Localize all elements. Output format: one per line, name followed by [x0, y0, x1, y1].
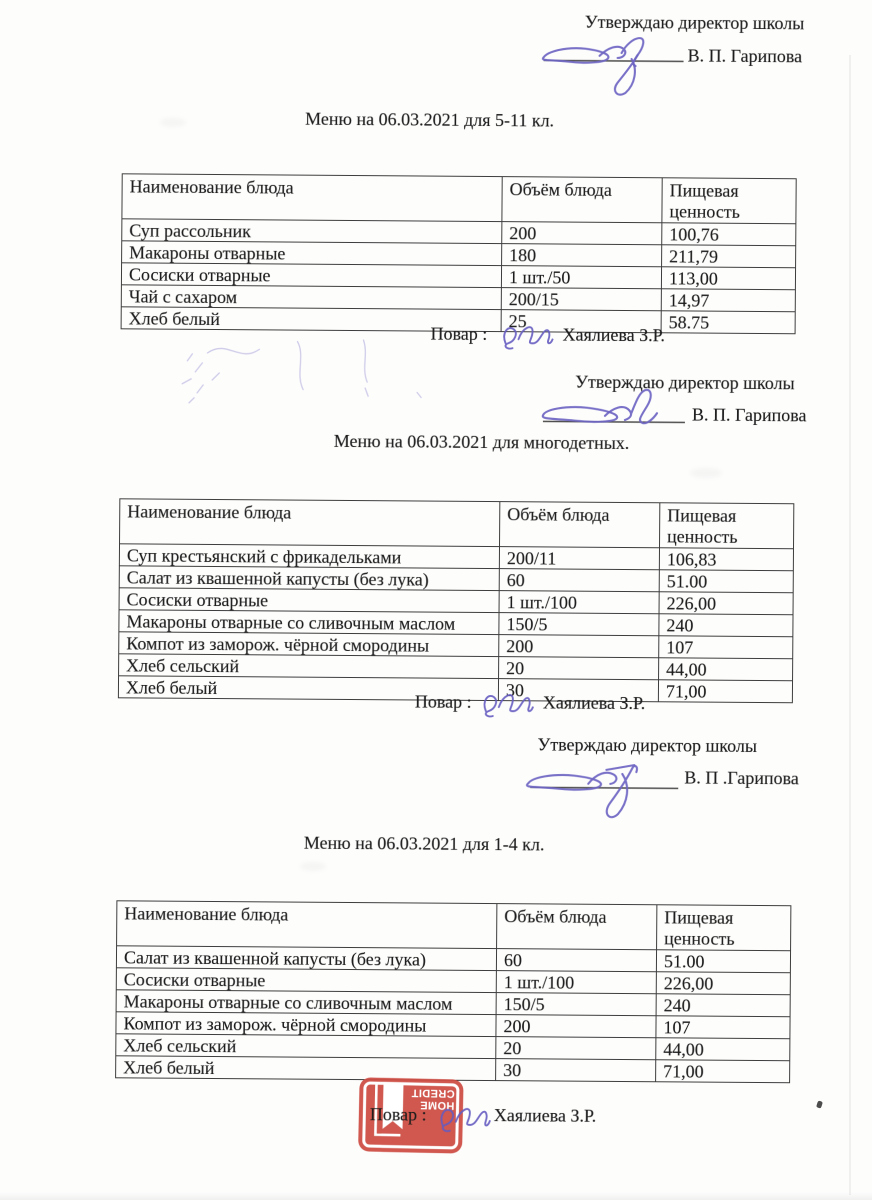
bookmark-icon [374, 1083, 404, 1137]
cook-label: Повар : [414, 691, 472, 712]
menu-table: Наименование блюда Объём блюда Пищевая ц… [115, 900, 791, 1083]
table-cell: Сосиски отварные [119, 587, 500, 613]
cook-name: Хаялиева З.Р. [562, 324, 666, 346]
table-cell: 44,00 [655, 1037, 790, 1061]
table-cell: 150/5 [496, 992, 657, 1016]
table-cell: Хлеб белый [115, 1055, 496, 1081]
cook-label: Повар : [369, 1104, 427, 1125]
table-header-cell: Пищевая ценность [659, 502, 794, 549]
table-cell: 200 [498, 634, 659, 658]
cook-label: Повар : [430, 323, 488, 344]
cook-name: Хаялиева З.Р. [542, 692, 646, 714]
table-cell: Салат из квашенной капусты (без лука) [116, 945, 497, 971]
table-cell: 200 [501, 221, 662, 245]
table-cell: Чай с сахаром [121, 284, 502, 310]
menu-table: Наименование блюда Объём блюда Пищевая ц… [121, 173, 797, 334]
menu-title: Меню на 06.03.2021 для 5-11 кл. [305, 108, 555, 131]
cook-signature [440, 1108, 491, 1133]
table-cell: 107 [655, 1015, 791, 1039]
cook-signature [483, 694, 534, 718]
scan-blot-artifact [690, 468, 722, 478]
table-cell: 44,00 [658, 657, 793, 681]
table-cell: Макароны отварные [121, 240, 502, 266]
table-cell: 20 [495, 1036, 656, 1060]
table-cell: 240 [658, 613, 794, 637]
table-cell: 200 [495, 1014, 657, 1038]
table-header-cell: Пищевая ценность [661, 177, 797, 224]
menu-title: Меню на 06.03.2021 для 1-4 кл. [303, 832, 545, 855]
table-cell: Сосиски отварные [121, 262, 502, 288]
director-signature [525, 764, 679, 819]
director-name: В. П. Гарипова [687, 45, 803, 67]
table-header-cell: Пищевая ценность [656, 904, 791, 951]
scan-edge-artifact [0, 1192, 872, 1200]
table-cell: 200/11 [499, 546, 660, 570]
table-cell: Суп крестьянский с фрикадельками [119, 543, 500, 569]
table-header-cell: Объём блюда [499, 501, 660, 548]
table-cell: Сосиски отварные [116, 967, 497, 993]
table-cell: 20 [498, 656, 659, 680]
director-name: В. П. Гарипова [691, 404, 807, 426]
table-cell: Хлеб сельский [115, 1033, 496, 1059]
table-header-row: Наименование блюда Объём блюда Пищевая ц… [116, 900, 791, 951]
table-cell: 113,00 [661, 266, 796, 290]
scan-blot-artifact [160, 118, 186, 127]
table-cell: 71,00 [655, 1059, 790, 1083]
table-cell: 226,00 [659, 591, 794, 615]
table-cell: 60 [496, 948, 657, 972]
table-cell: 51.00 [659, 569, 794, 593]
scan-edge-artifact [849, 55, 851, 1195]
table-cell: 1 шт./100 [499, 590, 660, 614]
table-cell: 106,83 [659, 547, 794, 571]
table-header-row: Наименование блюда Объём блюда Пищевая ц… [119, 498, 794, 549]
table-cell: 1 шт./50 [501, 265, 662, 289]
table-cell: Компот из заморож. чёрной смородины [118, 631, 499, 657]
table-cell: 226,00 [656, 971, 791, 995]
table-cell: 100,76 [661, 222, 796, 246]
pencil-scribbles [181, 339, 422, 404]
director-signature [541, 388, 685, 425]
table-cell: 71,00 [658, 679, 793, 703]
table-cell: 150/5 [498, 612, 660, 636]
table-cell: 14,97 [661, 288, 796, 312]
table-header-cell: Наименование блюда [116, 900, 497, 949]
table-cell: Салат из квашенной капусты (без лука) [119, 565, 500, 591]
scan-blot-artifact [300, 862, 326, 871]
table-header-row: Наименование блюда Объём блюда Пищевая ц… [121, 173, 797, 224]
table-cell: 200/15 [501, 287, 662, 311]
table-cell: 240 [656, 993, 791, 1017]
table-cell: Макароны отварные со сливочным маслом [116, 989, 497, 1015]
table-cell: 51.00 [656, 949, 791, 973]
table-cell: Компот из заморож. чёрной смородины [115, 1011, 497, 1037]
menu-title: Меню на 06.03.2021 для многодетных. [333, 430, 630, 454]
director-signature [541, 37, 684, 96]
menu-table: Наименование блюда Объём блюда Пищевая ц… [118, 498, 794, 703]
table-cell: Макароны отварные со сливочным маслом [118, 609, 500, 635]
table-cell: 60 [499, 568, 660, 592]
cook-name: Хаялиева З.Р. [493, 1105, 597, 1126]
director-name: В. П .Гарипова [684, 767, 799, 789]
table-cell: 211,79 [661, 244, 796, 268]
table-header-cell: Наименование блюда [119, 498, 500, 547]
table-header-cell: Наименование блюда [121, 173, 503, 222]
table-cell: 30 [495, 1058, 656, 1082]
home-credit-stamp: HOME CREDIT [358, 1077, 464, 1154]
table-cell: 107 [658, 635, 793, 659]
table-header-cell: Объём блюда [501, 176, 663, 223]
table-cell: Суп рассольник [121, 218, 502, 244]
table-cell: 1 шт./100 [496, 970, 657, 994]
table-cell: 58.75 [661, 310, 796, 334]
table-cell: 180 [501, 243, 662, 267]
table-header-cell: Объём блюда [496, 903, 657, 950]
table-cell: Хлеб сельский [118, 653, 499, 679]
cook-signature [503, 326, 554, 350]
